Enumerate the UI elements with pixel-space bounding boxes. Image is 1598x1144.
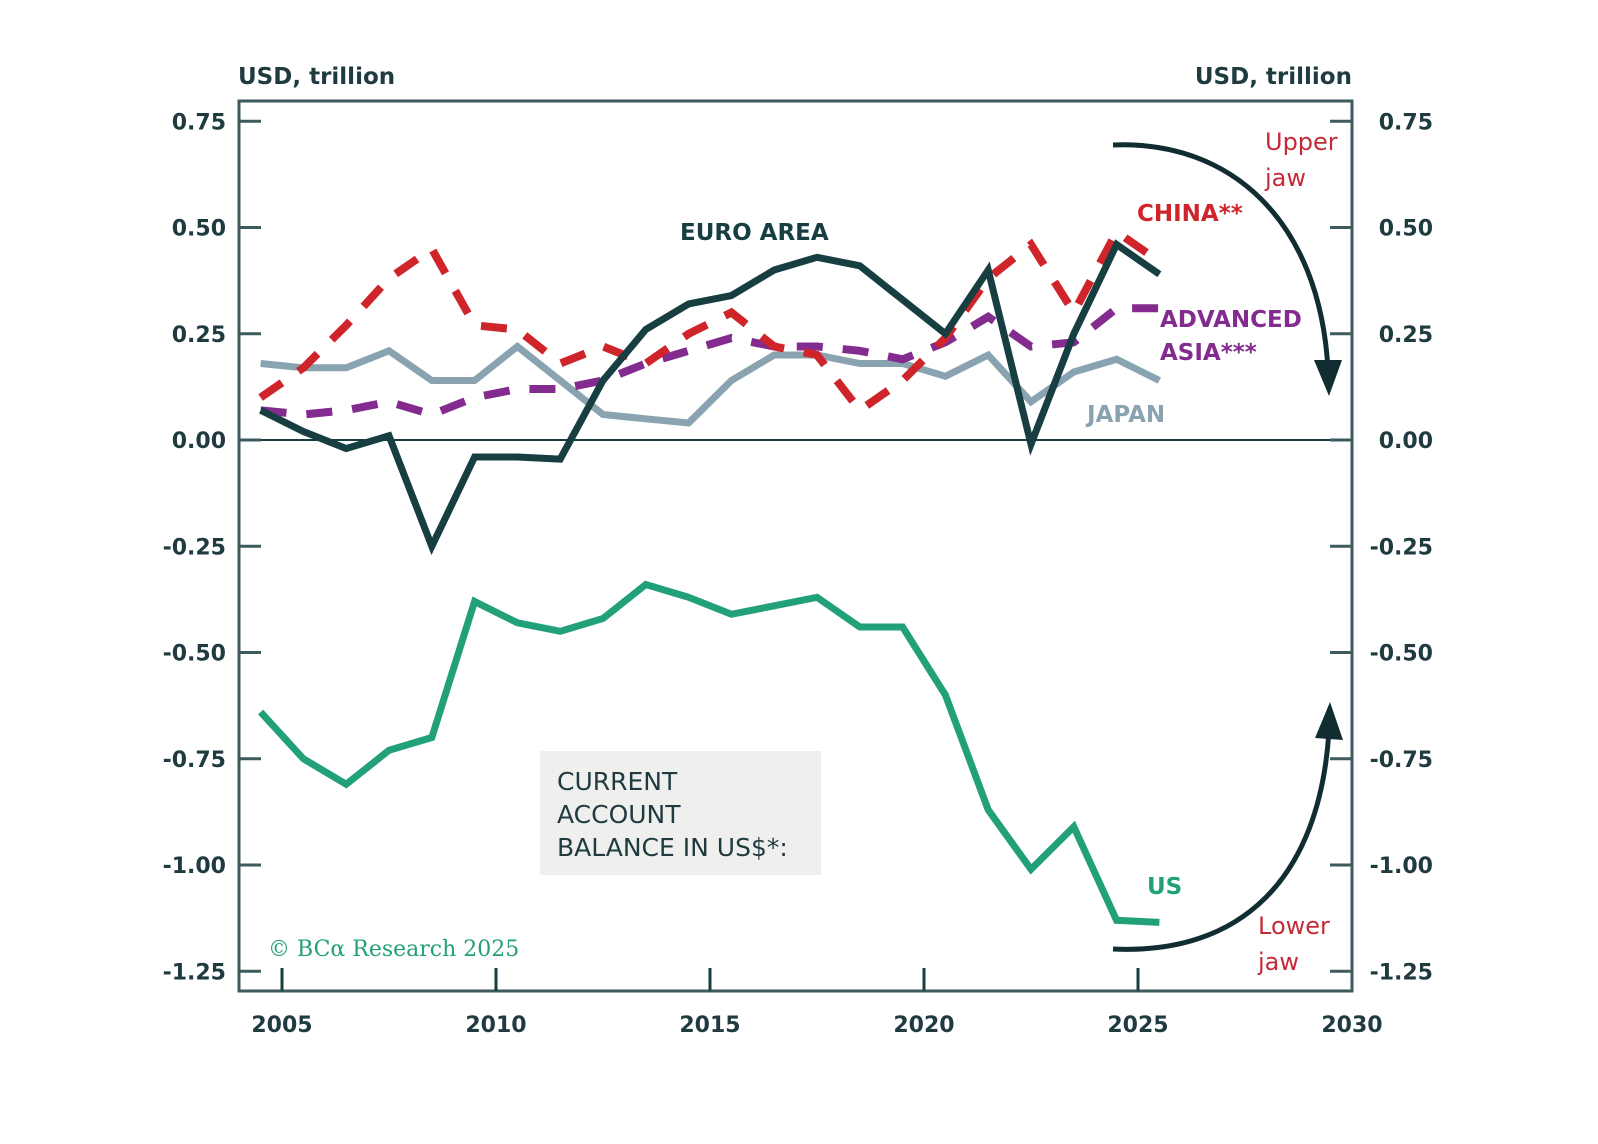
- y-tick-label-left: 0.50: [172, 217, 226, 242]
- series-line-china: [258, 225, 1162, 416]
- y-tick-label-right: 0.25: [1379, 323, 1433, 348]
- y-tick-label-right: -0.75: [1370, 748, 1433, 773]
- arrow-up-icon: [1315, 702, 1343, 740]
- y-axis-right: 0.75 0.50 0.25 0.00 -0.25 -0.50 -0.75 -1.00 -1.2…: [1330, 110, 1433, 985]
- y-tick-label-left: -1.00: [163, 854, 226, 879]
- legend-title-line-2: ACCOUNT: [557, 800, 681, 829]
- y-tick-label-right: -0.50: [1370, 642, 1433, 667]
- y-tick-label-right: -0.25: [1370, 535, 1433, 560]
- y-axis-left: 0.75 0.50 0.25 0.00 -0.25 -0.50 -0.75 -1.00 -1.2…: [163, 110, 261, 985]
- y-tick-label-right: -1.25: [1370, 960, 1433, 985]
- x-axis: 2005 2010 2015 2020 2025 2030: [251, 968, 1383, 1038]
- y-tick-label-left: 0.75: [172, 110, 226, 135]
- x-tick-label: 2020: [893, 1013, 954, 1038]
- series-label-euro-area: EURO AREA: [680, 220, 829, 246]
- series-label-advanced-asia-line-1: ADVANCED: [1160, 307, 1302, 333]
- upper-jaw-label-line-1: Upper: [1265, 128, 1338, 156]
- series-label-japan: JAPAN: [1085, 402, 1165, 428]
- x-tick-label: 2025: [1107, 1013, 1168, 1038]
- lower-jaw-arrow-curve: [1112, 729, 1332, 952]
- series-label-china: CHINA**: [1137, 201, 1243, 227]
- arrow-down-icon: [1314, 360, 1342, 396]
- y-tick-label-left: -0.50: [163, 642, 226, 667]
- y-tick-label-left: 0.00: [172, 429, 226, 454]
- series-label-us: US: [1147, 874, 1182, 900]
- series-line-euro-area: [259, 239, 1162, 556]
- x-tick-label: 2005: [251, 1013, 312, 1038]
- upper-jaw-label-line-2: jaw: [1264, 164, 1306, 192]
- legend-title-line-1: CURRENT: [557, 767, 678, 796]
- x-tick-label: 2015: [679, 1013, 740, 1038]
- series-line-us: [258, 580, 1160, 926]
- x-tick-label: 2030: [1321, 1013, 1382, 1038]
- y-tick-label-right: 0.75: [1379, 110, 1433, 135]
- x-tick-label: 2010: [465, 1013, 526, 1038]
- series-layer: [258, 225, 1162, 926]
- lower-jaw-arrow: [1112, 702, 1343, 952]
- y-tick-label-left: -0.25: [163, 535, 226, 560]
- y-tick-label-right: -1.00: [1370, 854, 1433, 879]
- upper-jaw-arrow-curve: [1112, 142, 1331, 371]
- upper-jaw-arrow: [1112, 142, 1342, 396]
- credit-text: © BCα Research 2025: [268, 937, 519, 962]
- y-tick-label-left: -0.75: [163, 748, 226, 773]
- series-label-advanced-asia-line-2: ASIA***: [1160, 340, 1257, 366]
- legend-background: [540, 751, 821, 875]
- series-line-japan: [260, 342, 1161, 427]
- lower-jaw-label-line-2: jaw: [1257, 948, 1299, 976]
- y-tick-label-right: 0.00: [1379, 429, 1433, 454]
- legend-box: CURRENT ACCOUNT BALANCE IN US$*:: [540, 751, 821, 875]
- y-axis-right-unit: USD, trillion: [1195, 64, 1352, 90]
- y-axis-left-unit: USD, trillion: [238, 64, 395, 90]
- y-tick-label-left: 0.25: [172, 323, 226, 348]
- series-line-advanced-asia: [260, 304, 1160, 419]
- y-tick-label-left: -1.25: [163, 960, 226, 985]
- lower-jaw-label-line-1: Lower: [1258, 912, 1330, 940]
- legend-title-line-3: BALANCE IN US$*:: [557, 833, 788, 862]
- y-tick-label-right: 0.50: [1379, 217, 1433, 242]
